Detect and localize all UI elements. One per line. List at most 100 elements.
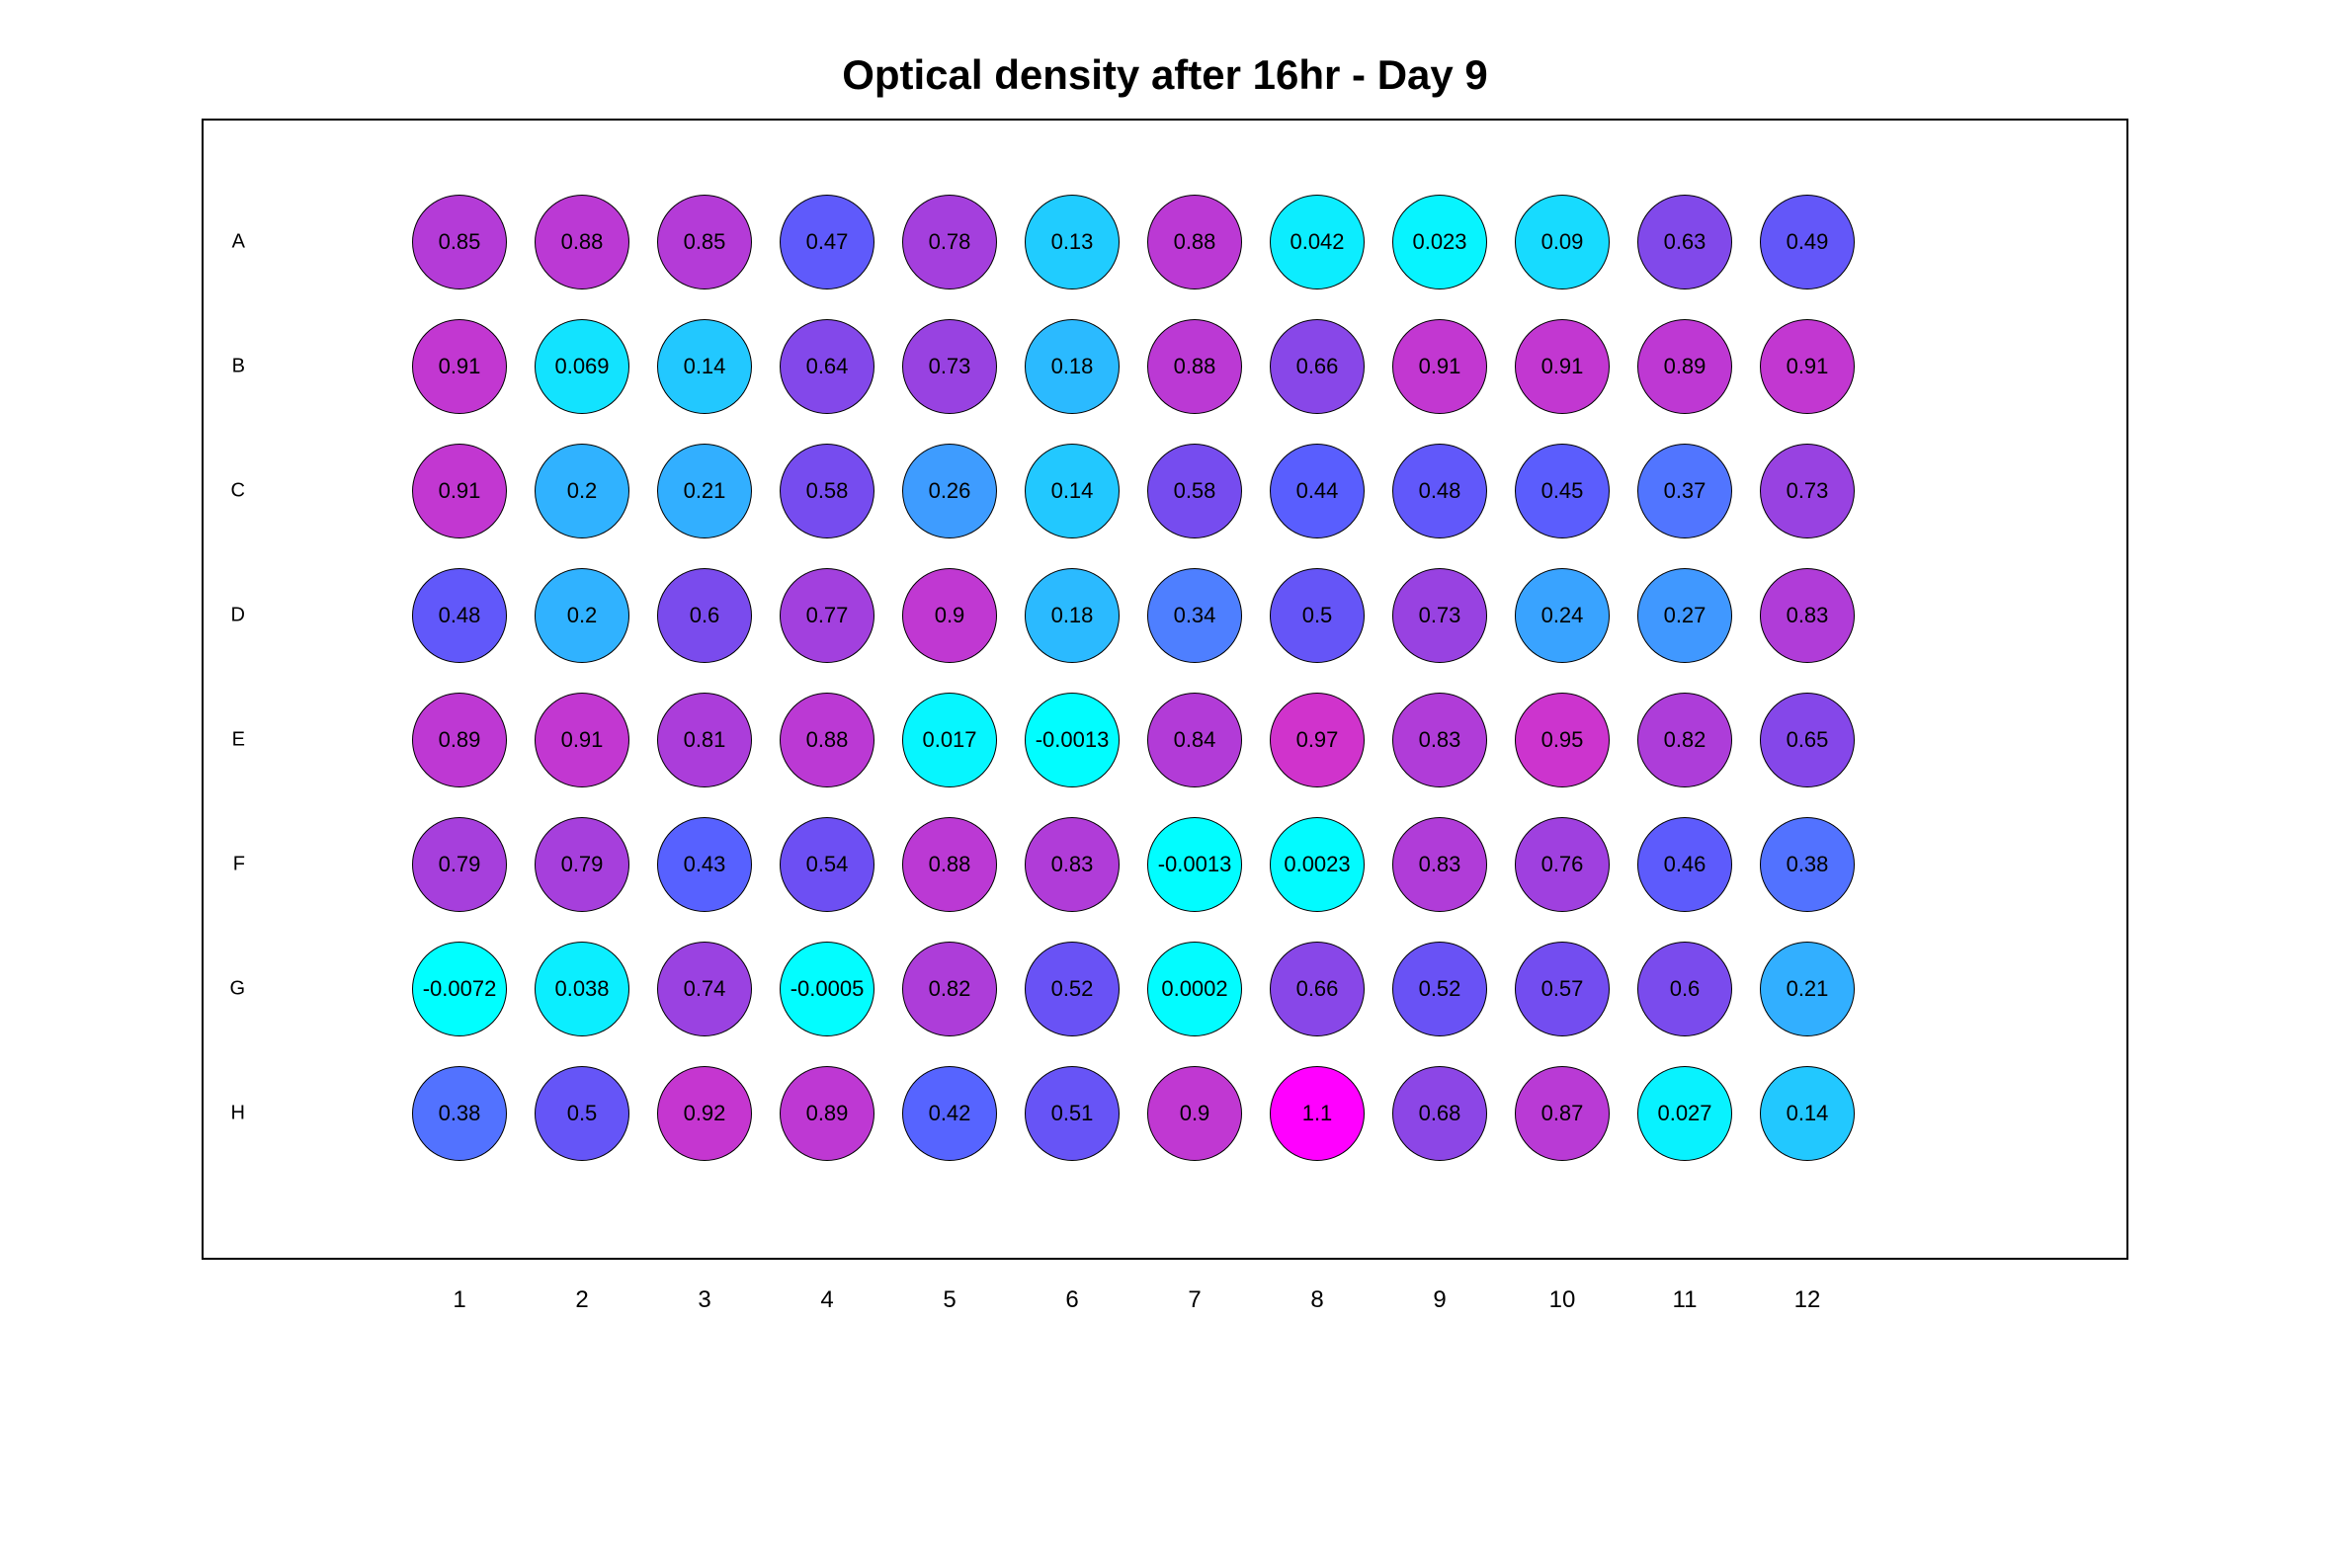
well: 0.5: [535, 1066, 629, 1161]
well-value: 0.91: [439, 354, 481, 379]
well-value: 0.023: [1412, 229, 1466, 255]
well: 0.88: [1147, 319, 1242, 414]
well: 0.27: [1637, 568, 1732, 663]
well: 0.52: [1025, 942, 1120, 1036]
well-value: 0.13: [1051, 229, 1094, 255]
well-value: 0.6: [690, 603, 720, 628]
well-value: 0.73: [1419, 603, 1461, 628]
well-value: 0.85: [439, 229, 481, 255]
well-value: 0.46: [1664, 852, 1706, 877]
well-value: 0.038: [554, 976, 609, 1002]
well-value: 1.1: [1302, 1101, 1333, 1126]
well-value: 0.88: [1174, 354, 1216, 379]
well-value: 0.37: [1664, 478, 1706, 504]
col-label: 3: [698, 1286, 710, 1314]
well-value: 0.2: [567, 478, 598, 504]
well-value: 0.57: [1541, 976, 1584, 1002]
well-value: 0.42: [929, 1101, 971, 1126]
well: 0.2: [535, 568, 629, 663]
well: 0.34: [1147, 568, 1242, 663]
well: 0.91: [1760, 319, 1855, 414]
well: 0.83: [1392, 817, 1487, 912]
well: 0.21: [657, 444, 752, 538]
well: 0.83: [1392, 693, 1487, 787]
well-value: -0.0005: [791, 976, 865, 1002]
well-value: 0.042: [1290, 229, 1344, 255]
well-value: 0.65: [1787, 727, 1829, 753]
well-value: 0.26: [929, 478, 971, 504]
well-value: 0.91: [439, 478, 481, 504]
well-value: 0.66: [1296, 976, 1339, 1002]
col-label: 2: [575, 1286, 588, 1314]
well: 0.13: [1025, 195, 1120, 289]
well: 0.46: [1637, 817, 1732, 912]
well-value: 0.18: [1051, 354, 1094, 379]
well: 0.91: [535, 693, 629, 787]
well: 0.89: [1637, 319, 1732, 414]
well-value: 0.34: [1174, 603, 1216, 628]
chart-title: Optical density after 16hr - Day 9: [0, 51, 2330, 99]
well-value: -0.0013: [1158, 852, 1232, 877]
well-value: 0.73: [1787, 478, 1829, 504]
well: 0.0023: [1270, 817, 1365, 912]
well-value: 0.87: [1541, 1101, 1584, 1126]
well: 0.43: [657, 817, 752, 912]
well: 0.88: [780, 693, 874, 787]
row-label: F: [206, 854, 245, 876]
col-label: 7: [1188, 1286, 1201, 1314]
well-value: 0.88: [929, 852, 971, 877]
well-value: 0.91: [561, 727, 604, 753]
well: -0.0072: [412, 942, 507, 1036]
well: 0.5: [1270, 568, 1365, 663]
well-value: 0.38: [1787, 852, 1829, 877]
well: 0.38: [412, 1066, 507, 1161]
well: 0.38: [1760, 817, 1855, 912]
well: 0.73: [1392, 568, 1487, 663]
col-label: 6: [1065, 1286, 1078, 1314]
well-value: 0.88: [1174, 229, 1216, 255]
well: 0.88: [902, 817, 997, 912]
well-value: 0.9: [1180, 1101, 1210, 1126]
well: 0.82: [902, 942, 997, 1036]
well-value: 0.74: [684, 976, 726, 1002]
well: 0.51: [1025, 1066, 1120, 1161]
well: 0.88: [535, 195, 629, 289]
well: 0.52: [1392, 942, 1487, 1036]
well-value: 0.48: [1419, 478, 1461, 504]
well-value: 0.84: [1174, 727, 1216, 753]
well-value: 0.5: [567, 1101, 598, 1126]
well: 0.91: [412, 319, 507, 414]
well-value: 0.83: [1051, 852, 1094, 877]
well: -0.0005: [780, 942, 874, 1036]
well-value: 0.27: [1664, 603, 1706, 628]
well: 0.48: [1392, 444, 1487, 538]
well-value: 0.21: [684, 478, 726, 504]
row-label: D: [206, 605, 245, 627]
well: 0.76: [1515, 817, 1610, 912]
well: 0.023: [1392, 195, 1487, 289]
well-value: 0.82: [929, 976, 971, 1002]
well: 0.74: [657, 942, 752, 1036]
well: 0.92: [657, 1066, 752, 1161]
well-value: 0.79: [561, 852, 604, 877]
well: 0.49: [1760, 195, 1855, 289]
well-value: 0.73: [929, 354, 971, 379]
col-label: 1: [453, 1286, 465, 1314]
well: 0.89: [412, 693, 507, 787]
well-value: 0.95: [1541, 727, 1584, 753]
well-value: 0.79: [439, 852, 481, 877]
well: 0.47: [780, 195, 874, 289]
well: 0.069: [535, 319, 629, 414]
row-label: B: [206, 356, 245, 378]
well: 0.64: [780, 319, 874, 414]
well-value: 0.44: [1296, 478, 1339, 504]
well: 0.2: [535, 444, 629, 538]
well-value: 0.92: [684, 1101, 726, 1126]
well-value: 0.54: [806, 852, 849, 877]
well: 0.91: [1392, 319, 1487, 414]
well: -0.0013: [1147, 817, 1242, 912]
well: 0.6: [1637, 942, 1732, 1036]
col-label: 4: [820, 1286, 833, 1314]
well: 0.66: [1270, 942, 1365, 1036]
well: 0.78: [902, 195, 997, 289]
